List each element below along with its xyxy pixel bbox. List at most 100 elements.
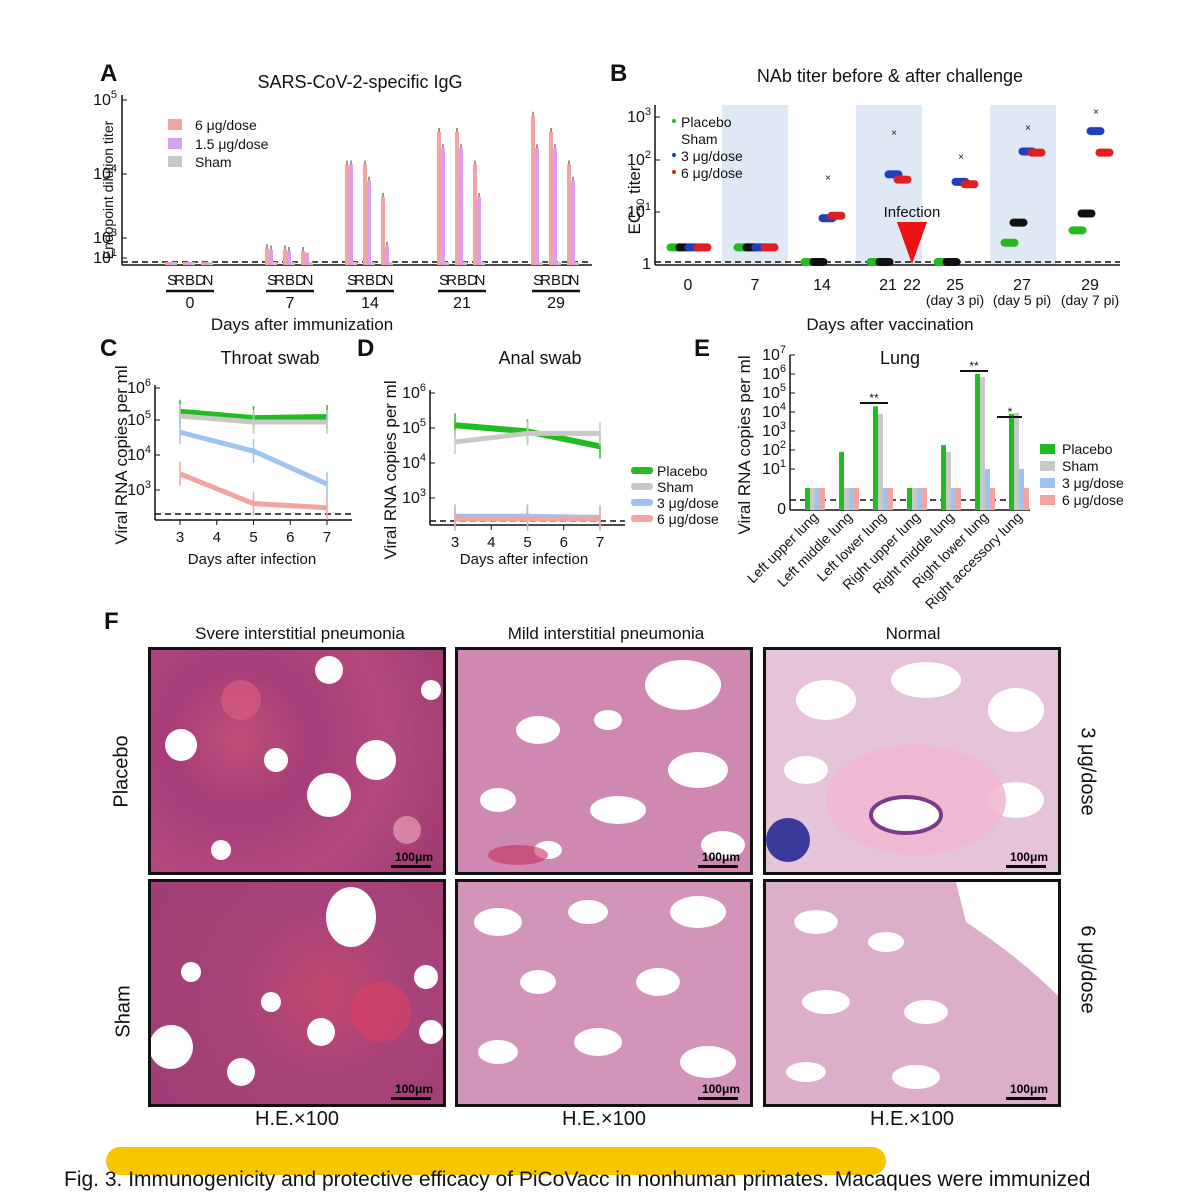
panel-b-pi-label: (day 5 pi): [993, 292, 1051, 308]
legend-placebo-dot: [672, 119, 676, 123]
panel-a-bar: [531, 115, 535, 265]
panel-b-point: [1068, 226, 1087, 235]
panel-a-label: A: [100, 60, 118, 87]
legend-d-3ug-swatch: [631, 499, 653, 506]
panel-a-bar: [309, 262, 313, 265]
panel-b-day-label: 29: [1081, 277, 1099, 294]
panel-a-bar: [283, 249, 287, 265]
panel-e-bar: [985, 469, 990, 510]
panel-a-bar: [201, 262, 205, 265]
legend-e-sham: Sham: [1062, 458, 1099, 474]
panel-a-bar: [567, 164, 571, 265]
legend-1-5ug-label: 1.5 μg/dose: [195, 136, 269, 152]
histo-6ug-normal: 100μm: [763, 879, 1061, 1107]
panel-a-antigen-label: N: [383, 272, 394, 289]
panel-a-bar: [345, 164, 349, 265]
legend-1-5ug-swatch: [168, 138, 182, 149]
panel-a-xlabel: Days after immunization: [211, 315, 393, 334]
infection-arrow-icon: [897, 222, 927, 264]
line-xtick: 5: [523, 534, 531, 551]
panel-d-label: D: [357, 335, 375, 362]
panel-a-bar: [473, 164, 477, 265]
panel-b-point: [942, 258, 961, 266]
panel-a-antigen-label: RBD: [540, 272, 572, 289]
figure-caption: Fig. 3. Immunogenicity and protective ef…: [64, 1166, 1174, 1200]
legend-3ug-dot: [672, 153, 676, 157]
histo-sham-severe: 100μm: [148, 879, 446, 1107]
panel-e-bar: [980, 376, 985, 510]
panel-a-antigen-label: N: [303, 272, 314, 289]
panel-b-day-label: 27: [1013, 277, 1031, 294]
panel-b-x-marker: ×: [1025, 123, 1031, 134]
legend-sham-label: Sham: [195, 154, 232, 170]
panel-b-point: [1009, 218, 1028, 227]
panel-e-ytick: 103: [762, 420, 786, 440]
panel-a-bar: [371, 262, 375, 265]
panel-a-ylabel: Endopoint dilution titer: [100, 120, 116, 259]
legend-d-sham-swatch: [631, 483, 653, 490]
panel-b-x-marker: ×: [891, 128, 897, 139]
panel-b-point: [893, 175, 912, 184]
panel-a-ytick: 105: [93, 89, 117, 109]
panel-a-day-label: 29: [547, 295, 565, 312]
panel-e-bar: [844, 488, 849, 510]
panel-e-bar: [815, 488, 820, 510]
panel-a-bar: [165, 262, 169, 265]
line-ytick: 104: [402, 452, 426, 472]
legend-e-3ug: 3 μg/dose: [1062, 475, 1124, 491]
panel-a-bar: [445, 262, 449, 265]
panel-a-antigen-label: S: [347, 272, 357, 289]
legend-d-6ug: 6 μg/dose: [657, 511, 719, 527]
line-xtick: 6: [560, 534, 568, 551]
scale-label: 100μm: [701, 1082, 740, 1096]
caption-rest: Macaques were immunized: [828, 1168, 1091, 1191]
panel-b-point: [809, 258, 828, 266]
panel-b-title: NAb titer before & after challenge: [756, 66, 1024, 86]
row-label-placebo: Placebo: [110, 735, 133, 808]
panel-a-bar: [291, 262, 295, 265]
panel-a-bar: [549, 131, 553, 265]
panel-e-ytick: 101: [762, 458, 786, 478]
panel-b-day-label: 25: [946, 277, 964, 294]
panel-b-point: [693, 243, 712, 252]
panel-b-ytick: 103: [627, 106, 651, 126]
panel-a-bar: [539, 262, 543, 265]
panel-e-ytick: 102: [762, 439, 786, 459]
panel-b-x-marker: ×: [1093, 107, 1099, 118]
line-xtick: 3: [176, 529, 184, 546]
panel-d-xlabel: Days after infection: [460, 551, 588, 568]
sig-left-lower: **: [869, 391, 879, 405]
panel-d-ylabel: Viral RNA copies per ml: [381, 380, 400, 559]
panel-a-bar: [441, 148, 445, 265]
scale-label: 100μm: [1009, 850, 1048, 864]
panel-a-bar: [265, 248, 269, 265]
panel-a-bar: [305, 252, 309, 265]
legend-e-placebo-swatch: [1040, 444, 1055, 454]
panel-a-ytick: 104: [93, 163, 117, 183]
line-xtick: 3: [451, 534, 459, 551]
panel-a-bar: [187, 262, 191, 265]
line-xtick: 4: [487, 534, 495, 551]
panel-a-antigen-label: RBD: [174, 272, 206, 289]
panel-a-day-label: 14: [361, 295, 379, 312]
sig-right-accessory: *: [1008, 405, 1013, 419]
panel-b-point: [1000, 238, 1019, 247]
panel-e-bar: [883, 488, 888, 510]
legend-e-placebo: Placebo: [1062, 441, 1113, 457]
panel-b-point: [1077, 209, 1096, 218]
panel-e-label: E: [694, 335, 711, 362]
panel-b-point: [1027, 148, 1046, 157]
panel-a-antigen-label: N: [475, 272, 486, 289]
line-ytick: 106: [127, 377, 151, 397]
panel-b-point: [1086, 127, 1105, 136]
scale-label: 100μm: [1009, 1082, 1048, 1096]
panel-a-bar: [349, 164, 353, 265]
line-ytick: 104: [127, 444, 151, 464]
panel-a-antigen-label: RBD: [274, 272, 306, 289]
line-ytick: 103: [402, 487, 426, 507]
panel-a-bar: [205, 262, 209, 265]
line-xtick: 6: [286, 529, 294, 546]
